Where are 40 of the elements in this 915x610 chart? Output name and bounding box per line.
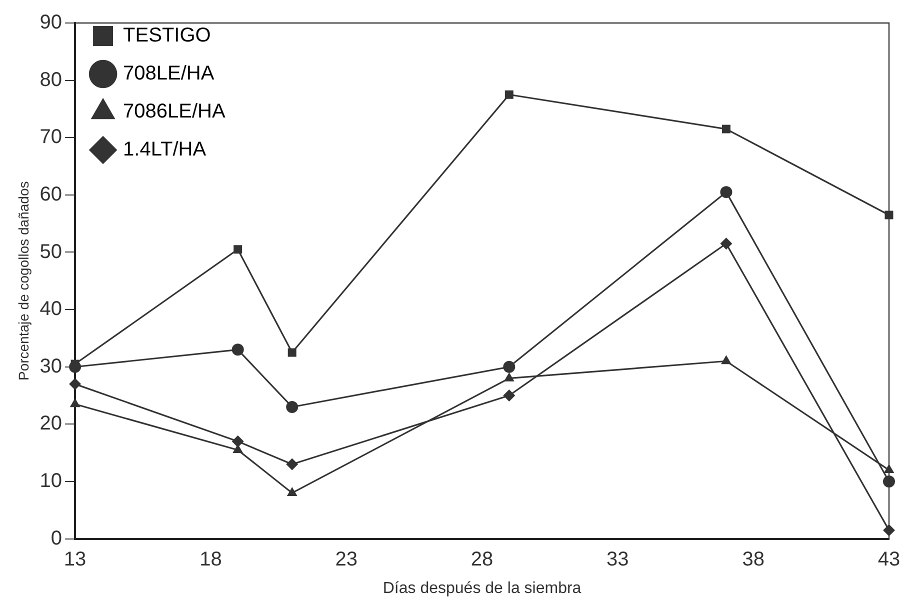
point: [504, 90, 514, 99]
point: [234, 245, 242, 254]
point: [286, 486, 298, 496]
x-tick-label: 43: [878, 548, 900, 570]
legend-label: TESTIGO: [123, 24, 211, 47]
y-tick-label: 80: [40, 68, 62, 91]
y-tick-label: 70: [40, 126, 62, 148]
y-tick-label: 10: [40, 470, 62, 492]
point: [722, 124, 730, 134]
legend-label: 1.4LT/HA: [123, 138, 207, 161]
y-tick-label: 20: [40, 412, 62, 435]
y-tick-label: 30: [40, 355, 62, 378]
x-axis-title: Días después de la siembra: [382, 580, 582, 597]
legend-label: 708LE/HA: [123, 62, 215, 85]
point: [70, 398, 80, 408]
point: [286, 400, 298, 413]
legend-label: 7086LE/HA: [123, 100, 226, 123]
point: [69, 378, 82, 390]
point: [720, 186, 732, 198]
x-tick-label: 28: [470, 548, 494, 570]
point: [232, 344, 244, 356]
x-tick-label: 18: [200, 548, 222, 570]
y-axis-title: Porcentaje de cogollos dañados: [15, 181, 32, 381]
point: [286, 458, 298, 470]
point: [504, 372, 514, 382]
y-tick-label: 50: [40, 240, 62, 263]
y-tick-label: 40: [40, 298, 62, 320]
point: [503, 390, 516, 402]
x-tick-label: 23: [335, 548, 358, 570]
point: [720, 238, 732, 250]
point: [232, 435, 244, 448]
x-tick-label: 33: [606, 548, 629, 570]
x-tick-label: 13: [64, 548, 86, 570]
y-tick-label: 60: [40, 183, 62, 206]
y-tick-label: 0: [50, 527, 62, 550]
point: [721, 355, 732, 364]
x-tick-label: 38: [742, 548, 764, 570]
point: [288, 348, 296, 357]
y-tick-label: 90: [40, 12, 62, 34]
point: [503, 360, 516, 373]
